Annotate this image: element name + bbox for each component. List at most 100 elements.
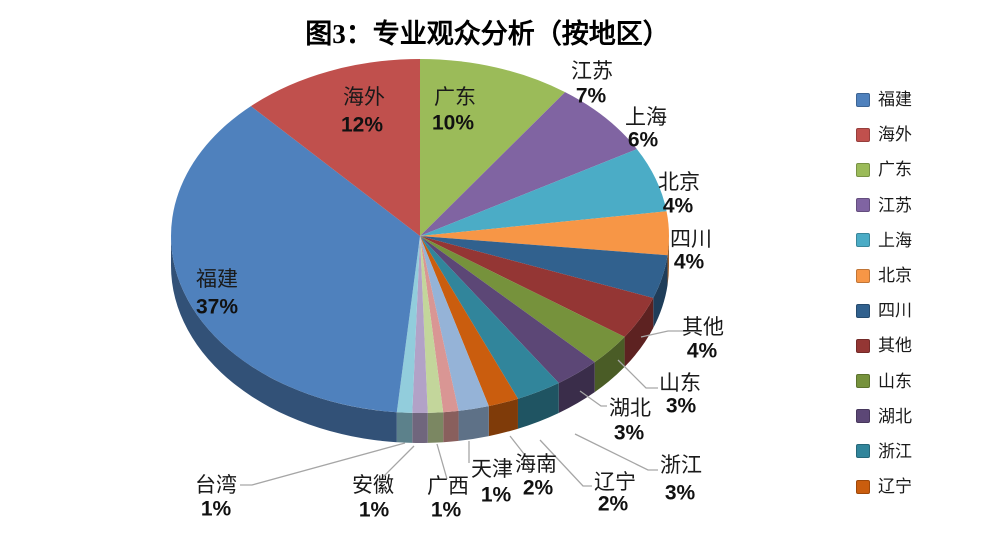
pie-slice-shandong [420, 236, 625, 363]
legend-item-hubei: 湖北 [856, 399, 912, 434]
leader-line-hubei [579, 390, 607, 407]
pie-slice-anhui [412, 236, 428, 413]
legend-item-zhejiang: 浙江 [856, 434, 912, 469]
pie-slice-side-taiwan [396, 412, 413, 443]
pie-slice-zhejiang [420, 236, 559, 399]
pie-slice-side-tianjin [443, 410, 459, 443]
slice-value-shandong: 3% [666, 395, 697, 418]
legend-swatch-icon [856, 233, 870, 248]
leader-line-liaoning [539, 439, 592, 487]
pie-slice-sichuan [420, 236, 668, 298]
slice-label-taiwan: 台湾 [195, 473, 237, 497]
slice-label-liaoning: 辽宁 [594, 470, 636, 494]
legend-swatch-icon [856, 338, 870, 353]
pie-slice-side-shandong [594, 336, 625, 393]
legend-swatch-icon [856, 92, 870, 107]
slice-value-jiangsu: 7% [576, 85, 607, 108]
slice-value-overseas: 12% [341, 114, 383, 137]
legend-label: 辽宁 [878, 477, 912, 497]
pie-slice-side-hainan [458, 406, 489, 441]
legend-item-beijing: 北京 [856, 258, 912, 293]
pie-slice-side-beijing [667, 236, 669, 286]
legend-item-liaoning: 辽宁 [856, 469, 912, 504]
legend-item-overseas: 海外 [856, 117, 912, 152]
legend-item-shandong: 山东 [856, 364, 912, 399]
legend-label: 上海 [878, 230, 912, 250]
slice-value-beijing: 4% [663, 195, 694, 218]
pie-slice-liaoning [420, 236, 518, 407]
legend-swatch-icon [856, 479, 870, 494]
slice-label-zhejiang: 浙江 [660, 453, 702, 477]
legend-label: 广东 [878, 160, 912, 180]
pie-slice-side-guangxi [427, 412, 444, 443]
chart-legend: 福建海外广东江苏上海北京四川 其他山东湖北浙江辽宁 [856, 82, 912, 504]
legend-swatch-icon [856, 268, 870, 283]
legend-item-jiangsu: 江苏 [856, 188, 912, 223]
legend-label: 福建 [878, 90, 912, 110]
pie-slice-fujian [171, 106, 420, 413]
legend-label: 湖北 [878, 406, 912, 426]
chart-title: 图3：专业观众分析（按地区） [305, 19, 670, 49]
slice-label-sichuan: 四川 [670, 227, 712, 251]
legend-swatch-icon [856, 162, 870, 177]
pie-slice-side-hubei [558, 362, 595, 413]
slice-value-others: 4% [687, 340, 718, 363]
slice-value-liaoning: 2% [598, 493, 629, 516]
leader-line-guangxi [436, 443, 448, 480]
pie-slice-guangxi [420, 236, 444, 413]
slice-label-tianjin: 天津 [471, 457, 513, 481]
legend-item-sichuan: 四川 [856, 293, 912, 328]
legend-swatch-icon [856, 374, 870, 389]
pie-slice-jiangsu [420, 92, 637, 236]
legend-label: 浙江 [878, 441, 912, 461]
slice-label-hubei: 湖北 [609, 396, 651, 420]
slice-label-fujian: 福建 [196, 267, 238, 291]
slice-value-hainan: 2% [523, 477, 554, 500]
legend-label: 北京 [878, 266, 912, 286]
legend-item-fujian: 福建 [856, 82, 912, 117]
leader-line-anhui [378, 445, 415, 482]
slice-label-shanghai: 上海 [625, 105, 667, 129]
slice-value-guangdong: 10% [432, 112, 474, 135]
pie-slice-guangdong [420, 59, 566, 236]
leader-line-taiwan [240, 442, 406, 486]
leader-line-hainan [509, 435, 529, 460]
slice-value-fujian: 37% [196, 296, 238, 319]
legend-swatch-icon [856, 409, 870, 424]
legend-swatch-icon [856, 127, 870, 142]
legend-item-others: 其他 [856, 328, 912, 363]
slice-value-guangxi: 1% [431, 499, 462, 522]
slice-value-sichuan: 4% [674, 251, 705, 274]
pie-slice-hubei [420, 236, 595, 383]
slice-value-tianjin: 1% [481, 484, 512, 507]
pie-slice-side-liaoning [488, 398, 518, 437]
slice-value-zhejiang: 3% [665, 482, 696, 505]
slice-value-anhui: 1% [359, 499, 390, 522]
pie-slice-shanghai [420, 149, 667, 236]
pie-slice-hainan [420, 236, 489, 411]
legend-item-shanghai: 上海 [856, 223, 912, 258]
leader-line-shandong [617, 359, 658, 389]
slice-label-guangxi: 广西 [427, 474, 469, 498]
slice-label-guangdong: 广东 [434, 85, 476, 109]
pie-slice-side-sichuan [653, 255, 668, 328]
legend-swatch-icon [856, 444, 870, 459]
slice-label-hainan: 海南 [515, 452, 557, 476]
pie-slice-tianjin [420, 236, 459, 413]
pie-slice-overseas [250, 59, 420, 236]
pie-slice-side-others [624, 297, 654, 367]
legend-label: 海外 [878, 125, 912, 145]
pie-slice-side-zhejiang [517, 382, 559, 429]
pie-slice-others [420, 236, 654, 337]
legend-label: 山东 [878, 371, 912, 391]
slice-label-others: 其他 [682, 315, 724, 339]
leader-line-zhejiang [574, 433, 658, 471]
slice-value-taiwan: 1% [201, 498, 232, 521]
legend-label: 江苏 [878, 195, 912, 215]
slice-label-beijing: 北京 [658, 170, 700, 194]
legend-item-guangdong: 广东 [856, 152, 912, 187]
pie-slice-beijing [420, 211, 669, 256]
slice-label-jiangsu: 江苏 [571, 59, 613, 83]
